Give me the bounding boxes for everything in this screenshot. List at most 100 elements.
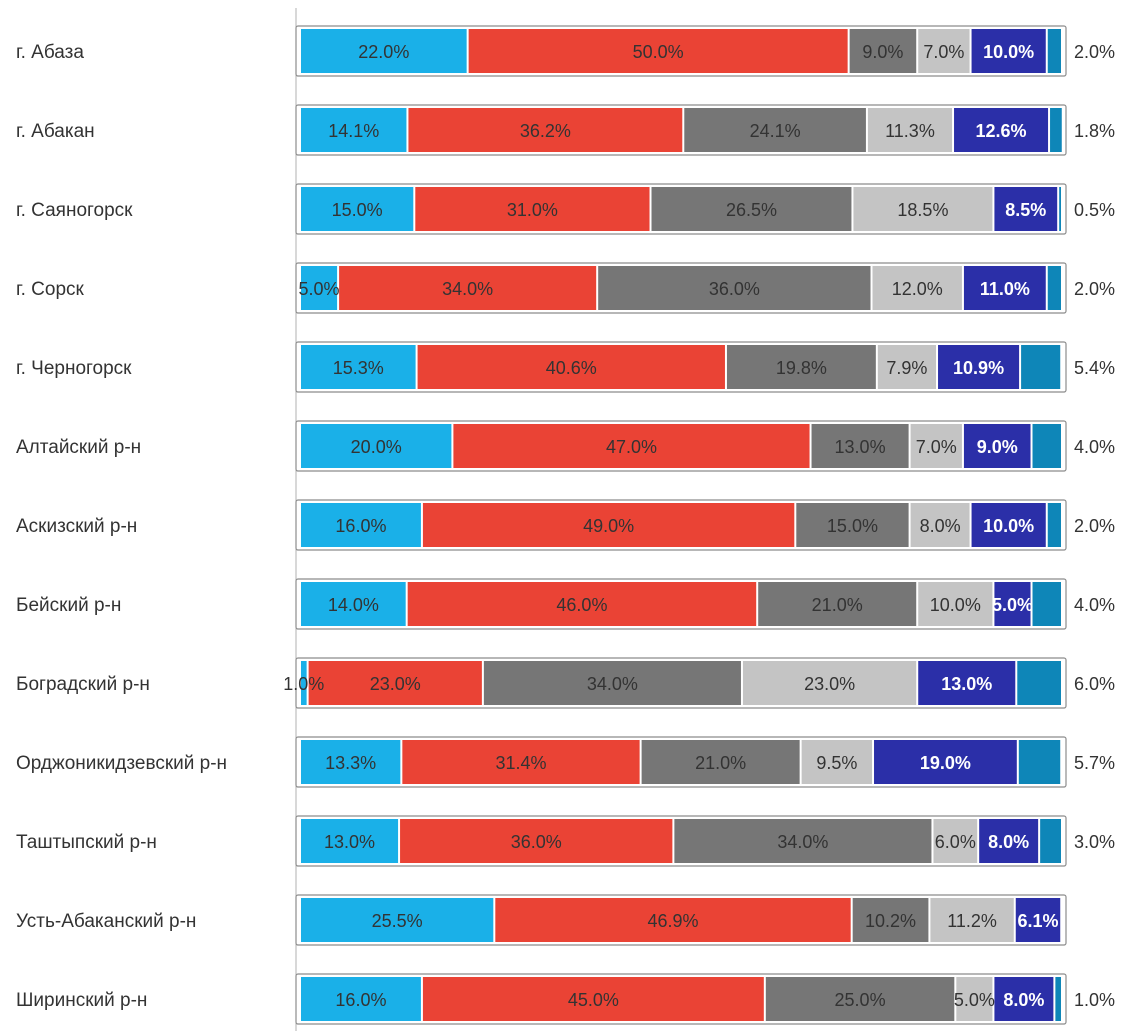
data-label: 25.0% [835, 990, 886, 1010]
bar-segment [301, 503, 421, 547]
data-label: 23.0% [370, 674, 421, 694]
data-label: 26.5% [726, 200, 777, 220]
data-label: 20.0% [351, 437, 402, 457]
bar-segment [1047, 29, 1061, 73]
data-label: 10.9% [953, 358, 1004, 378]
data-label: 25.5% [372, 911, 423, 931]
category-label: Ширинский р-н [16, 990, 147, 1011]
bar-segment [301, 266, 338, 310]
data-label: 13.0% [324, 832, 375, 852]
data-label: 6.0% [935, 832, 976, 852]
data-label: 7.0% [923, 42, 964, 62]
bar-segment [867, 108, 953, 152]
data-label: 2.0% [1074, 516, 1115, 536]
data-label: 36.0% [709, 279, 760, 299]
category-label: г. Черногорск [16, 358, 132, 379]
category-label: г. Сорск [16, 279, 85, 300]
bar-segment [422, 977, 764, 1021]
bar-segment [301, 187, 414, 231]
data-label: 13.3% [325, 753, 376, 773]
data-label: 11.2% [947, 911, 997, 931]
bar-segment [674, 819, 932, 863]
category-label: Бейский р-н [16, 595, 121, 616]
data-label: 11.0% [980, 279, 1030, 299]
data-label: 12.6% [976, 121, 1027, 141]
data-label: 10.0% [983, 42, 1034, 62]
data-label: 8.0% [988, 832, 1029, 852]
bar-segment [910, 503, 970, 547]
bar-segment [301, 582, 406, 626]
bar-segment [495, 898, 851, 942]
data-label: 49.0% [583, 516, 634, 536]
data-label: 19.8% [776, 358, 827, 378]
data-label: 45.0% [568, 990, 619, 1010]
data-label: 4.0% [1074, 437, 1115, 457]
bar-segment [453, 424, 810, 468]
data-label: 1.8% [1074, 121, 1115, 141]
bar-segment [308, 661, 482, 705]
data-label: 36.2% [520, 121, 571, 141]
bar-segment [801, 740, 873, 784]
bar-segment [301, 977, 421, 1021]
bar-segment [598, 266, 871, 310]
category-label: Усть-Абаканский р-н [16, 911, 196, 932]
bar-segment [971, 503, 1046, 547]
category-label: г. Абакан [16, 121, 95, 142]
bar-segment [1032, 582, 1061, 626]
data-label: 24.1% [750, 121, 801, 141]
data-label: 5.0% [954, 990, 995, 1010]
data-label: 34.0% [777, 832, 828, 852]
category-label: Боградский р-н [16, 674, 150, 695]
bar-segment [954, 108, 1049, 152]
category-label: Орджоникидзевский р-н [16, 753, 227, 774]
bar-segment [877, 345, 937, 389]
bar-segment [758, 582, 917, 626]
data-label: 23.0% [804, 674, 855, 694]
bar-segment [400, 819, 673, 863]
data-label: 0.5% [1074, 200, 1115, 220]
bar-segment [1047, 503, 1061, 547]
bar-segment [402, 740, 640, 784]
data-label: 15.0% [332, 200, 383, 220]
data-label: 2.0% [1074, 279, 1115, 299]
data-label: 12.0% [892, 279, 943, 299]
bar-segment [872, 266, 962, 310]
data-label: 15.0% [827, 516, 878, 536]
data-label: 8.5% [1005, 200, 1046, 220]
bar-segment [301, 661, 307, 705]
category-label: г. Саяногорск [16, 200, 133, 221]
bar-segment [339, 266, 597, 310]
data-label: 10.0% [930, 595, 981, 615]
bar-segment [684, 108, 866, 152]
data-label: 8.0% [1003, 990, 1044, 1010]
bar-segment [468, 29, 848, 73]
bar-segment [811, 424, 909, 468]
bar-segment [930, 898, 1014, 942]
category-label: г. Абаза [16, 42, 84, 63]
data-label: 22.0% [358, 42, 409, 62]
bar-segment [994, 582, 1031, 626]
bar-segment [1059, 187, 1061, 231]
data-label: 34.0% [587, 674, 638, 694]
bar-segment [910, 424, 962, 468]
bar-segment [849, 29, 917, 73]
data-label: 4.0% [1074, 595, 1115, 615]
data-label: 9.0% [977, 437, 1018, 457]
bar-segment [1015, 898, 1061, 942]
bar-segment [301, 424, 452, 468]
data-label: 18.5% [897, 200, 948, 220]
data-label: 21.0% [695, 753, 746, 773]
bar-segment [301, 740, 401, 784]
bar-segment [301, 819, 399, 863]
data-label: 50.0% [633, 42, 684, 62]
bar-segment [918, 661, 1016, 705]
bar-segment [408, 108, 683, 152]
data-label: 36.0% [511, 832, 562, 852]
data-label: 31.4% [495, 753, 546, 773]
data-label: 3.0% [1074, 832, 1115, 852]
bar-segment [301, 345, 416, 389]
bar-segment [407, 582, 757, 626]
data-label: 5.4% [1074, 358, 1115, 378]
bar-segment [1040, 819, 1061, 863]
data-label: 34.0% [442, 279, 493, 299]
